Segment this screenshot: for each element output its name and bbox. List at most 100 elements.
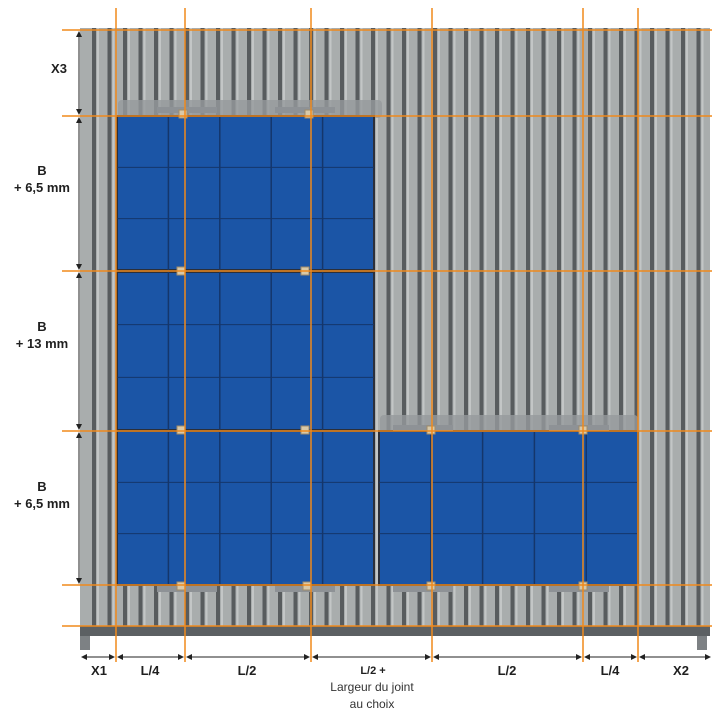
solar-panel — [116, 430, 375, 586]
label-x3: X3 — [51, 61, 67, 76]
dimension-arrowhead — [117, 654, 123, 660]
roof-rib — [603, 28, 608, 626]
dimension-arrowhead — [76, 432, 82, 438]
dimension-arrowhead — [639, 654, 645, 660]
roof-rib — [402, 28, 406, 626]
roof-rib-highlight — [438, 28, 440, 626]
panel-clamp — [426, 425, 436, 435]
dimension-arrowhead — [76, 578, 82, 584]
roof-rib — [665, 28, 670, 626]
roof-rib-highlight — [407, 28, 409, 626]
panel-clamp — [300, 425, 310, 435]
dimension-arrowhead — [433, 654, 439, 660]
roof-rib-highlight — [531, 28, 533, 626]
roof-rib — [464, 28, 468, 626]
dimension-arrowhead — [178, 654, 184, 660]
roof-rib — [681, 28, 685, 626]
roof-foot-left — [80, 636, 90, 650]
roof-rib — [572, 28, 577, 626]
label-l2-a: L/2 — [237, 663, 257, 678]
label-b-bottom-line1: B — [37, 479, 47, 494]
dimension-arrowhead — [425, 654, 431, 660]
roof-rib-highlight — [422, 28, 425, 626]
roof-rib — [619, 28, 623, 626]
roof-rib — [386, 28, 391, 626]
roof-rib-highlight — [624, 28, 626, 626]
panel-clamp — [304, 109, 314, 119]
label-x2: X2 — [673, 663, 689, 678]
panel-clamp — [426, 581, 436, 591]
label-l4-left: L/4 — [140, 663, 160, 678]
dimension-arrowhead — [186, 654, 192, 660]
label-b-top-line2: + 6,5 mm — [13, 180, 70, 195]
label-l4-right: L/4 — [600, 663, 620, 678]
roof-rib — [107, 28, 112, 626]
roof-rib-highlight — [376, 28, 378, 626]
dimension-arrowhead — [312, 654, 318, 660]
roof-rib — [696, 28, 701, 626]
roof-rib — [526, 28, 530, 626]
dimension-arrows — [76, 31, 711, 660]
roof-rib-highlight — [701, 28, 704, 626]
dimension-arrowhead — [576, 654, 582, 660]
roof-rib-highlight — [577, 28, 580, 626]
solar-panels — [116, 115, 639, 586]
panel-clamp — [176, 581, 186, 591]
roof-rib — [588, 28, 592, 626]
roof-rib — [510, 28, 515, 626]
label-b-middle-line1: B — [37, 319, 47, 334]
solar-panel — [378, 430, 639, 586]
label-l2-joint: L/2 + — [360, 665, 386, 677]
roof-rib-highlight — [670, 28, 673, 626]
dimension-arrowhead — [76, 109, 82, 115]
solar-panel — [116, 271, 375, 431]
roof-rib-highlight — [639, 28, 642, 626]
roof-rib — [650, 28, 654, 626]
roof-rib-highlight — [546, 28, 549, 626]
roof-rib — [495, 28, 499, 626]
roof-rib-highlight — [686, 28, 688, 626]
dimension-arrowhead — [76, 424, 82, 430]
panel-clamp — [178, 109, 188, 119]
dimension-arrowhead — [76, 272, 82, 278]
label-b-bottom-line2: + 6,5 mm — [13, 496, 70, 511]
label-b-top: B + 6,5 mm — [6, 162, 78, 196]
roof-rib-highlight — [391, 28, 394, 626]
mounting-rail-bracket — [157, 586, 217, 592]
roof-rib — [417, 28, 422, 626]
dimension-arrowhead — [76, 264, 82, 270]
roof-rib-highlight — [97, 28, 99, 626]
roof-rib-highlight — [500, 28, 502, 626]
label-joint-note-line2: au choix — [349, 697, 395, 711]
mounting-rail-bracket — [393, 586, 453, 592]
roof-rib — [433, 28, 437, 626]
dimension-arrowhead — [631, 654, 637, 660]
mounting-rail-bracket — [393, 425, 453, 431]
roof-rib-highlight — [593, 28, 595, 626]
roof-rib — [634, 28, 639, 626]
roof-foot-right — [697, 636, 707, 650]
panel-clamp — [176, 425, 186, 435]
label-b-top-line1: B — [37, 163, 47, 178]
roof-rib-highlight — [469, 28, 471, 626]
roof-rib — [92, 28, 96, 626]
label-b-middle: B + 13 mm — [6, 318, 78, 352]
label-joint-note-line1: Largeur du joint — [330, 680, 414, 694]
roof-eave — [80, 626, 710, 636]
roof-rib-highlight — [484, 28, 487, 626]
label-x1: X1 — [91, 663, 107, 678]
panel-clamp — [302, 581, 312, 591]
label-b-middle-line2: + 13 mm — [15, 336, 69, 351]
roof-rib — [557, 28, 561, 626]
dimension-arrowhead — [705, 654, 711, 660]
roof-rib-highlight — [112, 28, 115, 626]
dimension-arrowhead — [584, 654, 590, 660]
dimension-arrowhead — [109, 654, 115, 660]
roof-rib-highlight — [608, 28, 611, 626]
dimension-arrowhead — [81, 654, 87, 660]
roof-rib-highlight — [453, 28, 456, 626]
label-b-bottom: B + 6,5 mm — [6, 478, 78, 512]
orange-guide-lines — [62, 8, 712, 662]
roof-rib — [479, 28, 484, 626]
